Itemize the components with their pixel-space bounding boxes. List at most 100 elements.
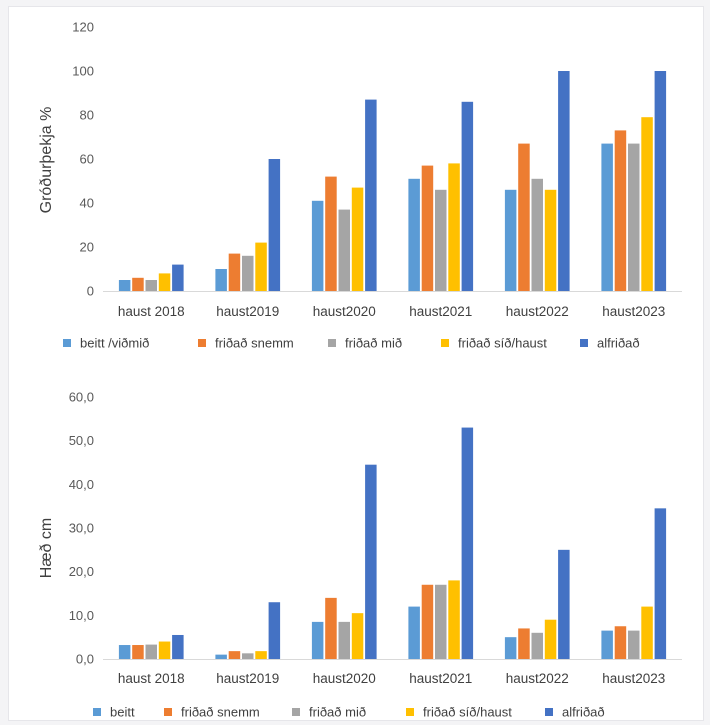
y-axis-label: Gróðurþekja % <box>38 107 55 214</box>
category-label: haust2022 <box>506 304 569 319</box>
y-tick-label: 100 <box>72 64 94 79</box>
bar <box>365 464 377 659</box>
legend-label: friðað síð/haust <box>458 336 547 351</box>
bar <box>158 641 171 659</box>
bar <box>325 176 337 291</box>
bar <box>614 626 627 659</box>
bar <box>132 277 144 291</box>
bar <box>531 178 543 291</box>
legend-swatch <box>93 708 101 716</box>
bar <box>461 427 474 659</box>
bar <box>408 606 420 659</box>
y-tick-label: 0,0 <box>76 652 94 667</box>
bar <box>242 255 254 291</box>
category-label: haust2023 <box>602 304 665 319</box>
bar <box>255 242 267 291</box>
bar <box>351 187 364 291</box>
legend-label: friðað mið <box>309 705 366 720</box>
bar <box>448 163 460 291</box>
category-label: haust 2018 <box>118 671 185 686</box>
bar <box>338 209 350 291</box>
bar <box>215 269 227 291</box>
legend-label: friðað síð/haust <box>423 705 512 720</box>
bar <box>504 637 517 659</box>
bar <box>242 653 254 659</box>
legend-swatch <box>406 708 414 716</box>
bar <box>118 280 131 291</box>
bar <box>435 189 447 291</box>
bar <box>145 280 157 291</box>
category-label: haust2021 <box>409 304 472 319</box>
y-tick-label: 30,0 <box>69 521 94 536</box>
y-tick-label: 20,0 <box>69 564 94 579</box>
legend-label: beitt <box>110 705 135 720</box>
bar <box>132 645 144 659</box>
legend-label: friðað snemm <box>215 336 294 351</box>
bar <box>628 630 640 659</box>
legend-label: alfriðað <box>562 705 605 720</box>
legend-label: alfriðað <box>597 336 640 351</box>
legend-swatch <box>198 339 206 347</box>
bar <box>544 189 557 291</box>
bar <box>448 580 460 659</box>
legend-swatch <box>164 708 172 716</box>
y-tick-label: 120 <box>72 20 94 35</box>
bar <box>325 597 337 659</box>
bar <box>158 273 171 291</box>
bar <box>172 264 184 291</box>
y-tick-label: 60 <box>80 152 94 167</box>
legend-swatch <box>441 339 449 347</box>
bar <box>654 508 667 659</box>
bar <box>421 584 434 659</box>
bar <box>351 613 364 659</box>
bar <box>531 632 543 659</box>
bar <box>172 634 184 659</box>
y-tick-label: 50,0 <box>69 433 94 448</box>
y-tick-label: 40 <box>80 196 94 211</box>
bar <box>408 178 420 291</box>
bar <box>601 630 613 659</box>
category-label: haust2022 <box>506 671 569 686</box>
category-label: haust2023 <box>602 671 665 686</box>
bar <box>504 189 517 291</box>
y-tick-label: 40,0 <box>69 477 94 492</box>
legend-swatch <box>292 708 300 716</box>
bar <box>268 602 281 659</box>
bar <box>421 165 434 291</box>
chart-1: 0 20 40 60 80 100 120 Gróðurþekja % haust 2018 ha… <box>38 20 682 351</box>
bar <box>614 130 627 291</box>
bar <box>338 621 350 659</box>
bar <box>461 101 474 291</box>
bar <box>558 71 570 291</box>
y-tick-label: 10,0 <box>69 608 94 623</box>
bar <box>228 253 241 291</box>
bar <box>215 654 227 659</box>
bar <box>435 584 447 659</box>
bar <box>654 71 667 291</box>
y-axis-label: Hæð cm <box>38 518 55 578</box>
y-tick-label: 80 <box>80 108 94 123</box>
category-label: haust2021 <box>409 671 472 686</box>
bar <box>641 606 653 659</box>
y-tick-label: 60,0 <box>69 390 94 405</box>
legend-swatch <box>545 708 553 716</box>
legend-label: friðað mið <box>345 336 402 351</box>
bar <box>145 644 157 659</box>
category-label: haust2019 <box>216 671 279 686</box>
bar <box>518 143 530 291</box>
bar <box>558 549 570 659</box>
legend-label: friðað snemm <box>181 705 260 720</box>
y-tick-label: 20 <box>80 240 94 255</box>
bar <box>311 200 324 291</box>
bar <box>518 628 530 659</box>
bar <box>628 143 640 291</box>
chart-frame <box>8 6 704 721</box>
bar <box>268 159 281 291</box>
bar <box>118 645 131 659</box>
bar <box>311 621 324 659</box>
bar <box>365 99 377 291</box>
legend-swatch <box>63 339 71 347</box>
legend-label: beitt /viðmið <box>80 336 149 351</box>
bar <box>601 143 613 291</box>
